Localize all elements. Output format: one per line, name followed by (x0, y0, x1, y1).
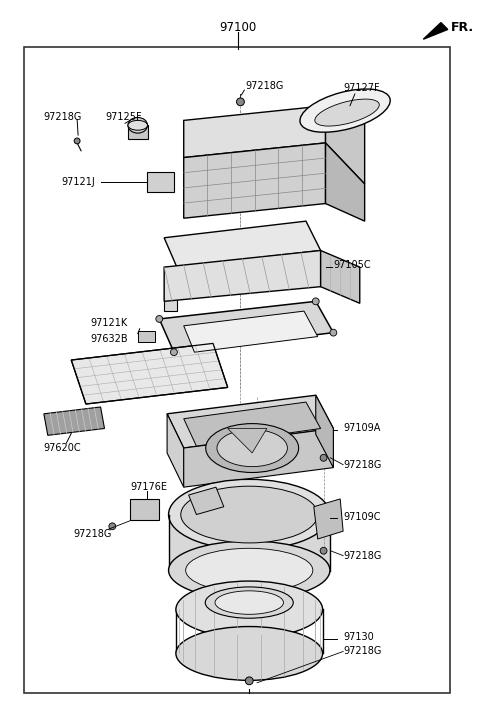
Ellipse shape (215, 591, 284, 614)
Text: 97620C: 97620C (44, 443, 82, 453)
Polygon shape (164, 251, 321, 301)
Polygon shape (228, 428, 267, 453)
Polygon shape (169, 515, 330, 575)
Ellipse shape (205, 587, 293, 618)
Ellipse shape (206, 424, 299, 472)
Ellipse shape (217, 430, 288, 466)
Text: 97100: 97100 (219, 21, 256, 34)
Polygon shape (316, 395, 333, 468)
Polygon shape (184, 143, 325, 218)
Ellipse shape (128, 118, 147, 133)
Bar (130, 499, 159, 521)
Ellipse shape (315, 99, 379, 126)
Text: 97176E: 97176E (130, 482, 167, 492)
Text: 97109C: 97109C (343, 511, 381, 521)
Polygon shape (167, 395, 333, 448)
Ellipse shape (128, 121, 147, 130)
Polygon shape (423, 22, 448, 39)
Text: FR.: FR. (451, 21, 474, 34)
Ellipse shape (168, 479, 330, 549)
Ellipse shape (300, 89, 390, 132)
Polygon shape (164, 221, 321, 267)
Text: 97218G: 97218G (343, 646, 382, 656)
Text: 97121K: 97121K (91, 318, 128, 328)
Ellipse shape (186, 548, 313, 592)
Ellipse shape (320, 547, 327, 554)
Ellipse shape (237, 98, 244, 105)
Text: 97218G: 97218G (343, 551, 382, 560)
Ellipse shape (170, 349, 177, 356)
Text: 97218G: 97218G (73, 529, 111, 539)
Text: 97105C: 97105C (333, 260, 371, 270)
Polygon shape (314, 499, 343, 539)
Polygon shape (184, 311, 318, 352)
Polygon shape (71, 344, 228, 404)
Ellipse shape (74, 138, 80, 144)
Text: 97130: 97130 (343, 632, 374, 642)
Bar (138, 331, 156, 342)
Ellipse shape (320, 454, 327, 461)
Ellipse shape (176, 581, 323, 638)
Polygon shape (321, 251, 360, 303)
Polygon shape (325, 143, 365, 221)
Text: 97218G: 97218G (245, 81, 284, 91)
Polygon shape (184, 105, 325, 157)
Text: 97127F: 97127F (343, 83, 380, 93)
Text: 97109A: 97109A (343, 424, 381, 433)
Ellipse shape (312, 298, 319, 305)
Ellipse shape (181, 486, 318, 543)
Polygon shape (164, 267, 177, 311)
Bar (128, 126, 147, 139)
Ellipse shape (330, 329, 337, 336)
Text: 97632B: 97632B (91, 334, 129, 344)
Ellipse shape (156, 316, 163, 322)
FancyBboxPatch shape (146, 173, 174, 192)
Polygon shape (189, 487, 224, 515)
Text: 97125F: 97125F (106, 113, 142, 123)
Text: 97121J: 97121J (61, 177, 95, 187)
Text: 97218G: 97218G (343, 460, 382, 470)
Polygon shape (184, 402, 321, 446)
Ellipse shape (176, 627, 323, 680)
Text: 97218G: 97218G (44, 113, 82, 123)
Polygon shape (167, 414, 184, 487)
Ellipse shape (245, 677, 253, 684)
Polygon shape (159, 301, 333, 352)
Polygon shape (184, 428, 333, 487)
Ellipse shape (109, 523, 116, 530)
Polygon shape (325, 105, 365, 184)
Polygon shape (44, 407, 105, 435)
Ellipse shape (168, 541, 330, 600)
